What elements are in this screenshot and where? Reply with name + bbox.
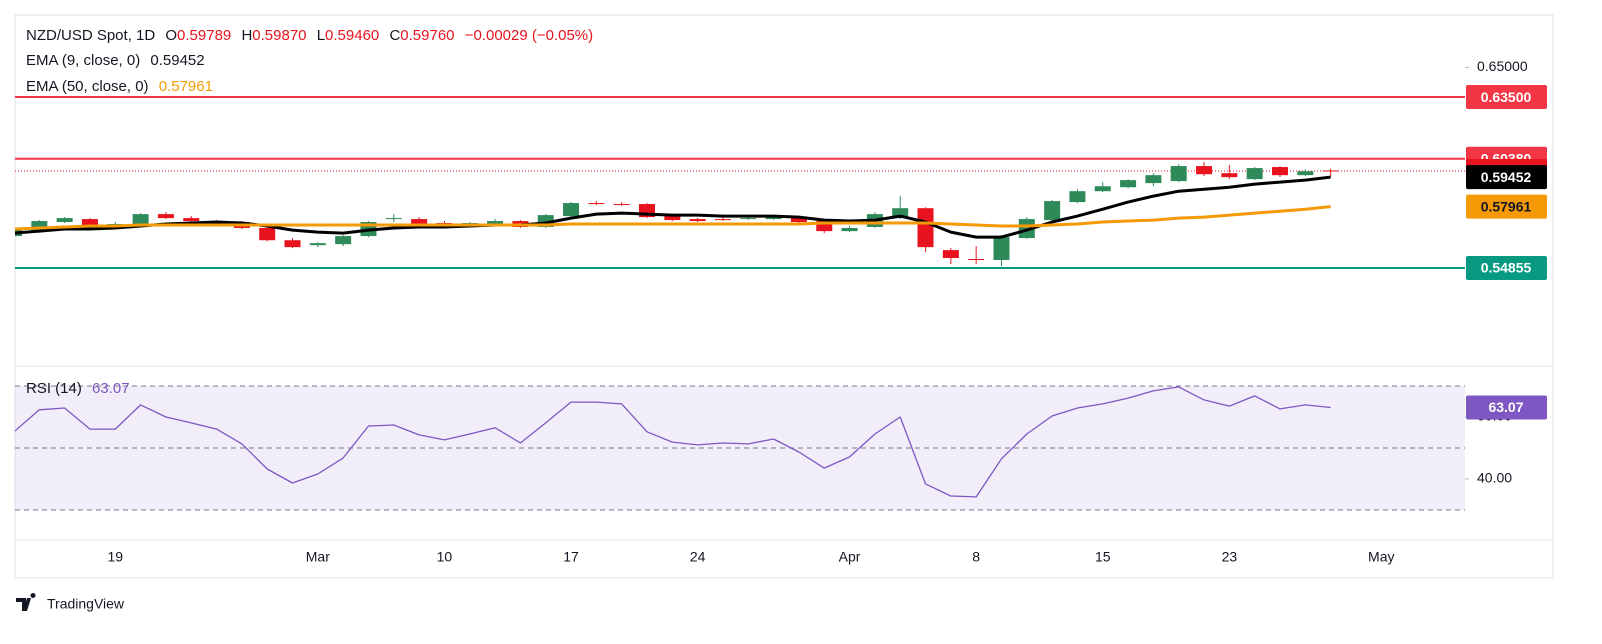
- candle-body: [537, 215, 554, 227]
- candle-body: [892, 208, 909, 219]
- ohlc-value: 0.59789: [177, 27, 232, 44]
- candle-body: [411, 219, 428, 225]
- rsi-label: 63.07: [1488, 399, 1523, 415]
- x-tick-label: Apr: [839, 549, 861, 565]
- candle-body: [841, 227, 858, 232]
- x-tick-label: 24: [690, 549, 706, 565]
- ema-line: [15, 175, 1331, 239]
- price-label-box: [1466, 85, 1547, 110]
- candle-body: [31, 221, 48, 232]
- chart-frame: [14, 14, 1554, 579]
- candle-body: [259, 227, 276, 241]
- rsi-line: [15, 386, 1331, 498]
- price-label: 0.54855: [1481, 260, 1532, 276]
- symbol-legend: NZD/USD Spot, 1D O0.59789 H0.59870 L0.59…: [26, 27, 599, 44]
- candle-body: [1069, 191, 1086, 203]
- candle-body: [765, 217, 782, 220]
- candle-body: [1297, 171, 1314, 176]
- price-label: 0.57961: [1481, 198, 1532, 214]
- candle-body: [1322, 170, 1339, 172]
- price-label: 0.59452: [1481, 169, 1532, 185]
- candle-body: [689, 219, 706, 222]
- candle-body: [1120, 180, 1137, 188]
- candle-body: [487, 221, 504, 225]
- x-tick-label: Mar: [306, 549, 330, 565]
- ohlc-key: H: [241, 27, 253, 44]
- x-tick-label: 8: [972, 549, 980, 565]
- ema9-legend: EMA (9, close, 0) 0.59452: [26, 52, 211, 69]
- rsi-legend: RSI (14) 63.07: [26, 380, 136, 397]
- ohlc-key: O: [165, 27, 178, 44]
- candle-body: [1094, 186, 1111, 192]
- candle-body: [613, 204, 630, 206]
- candle-body: [1221, 173, 1238, 178]
- price-label-box: [1466, 165, 1547, 190]
- rsi-name: RSI (14): [26, 380, 82, 397]
- change: −0.00029 (−0.05%): [464, 27, 594, 44]
- ohlc-value: 0.59460: [325, 27, 380, 44]
- x-tick-label: 15: [1095, 549, 1111, 565]
- candle-body: [1044, 201, 1061, 221]
- candle-body: [1246, 168, 1263, 180]
- ema-line: [15, 205, 1331, 231]
- ema-name: EMA (9, close, 0): [26, 52, 141, 69]
- candle-body: [1145, 175, 1162, 184]
- candle-body: [942, 250, 959, 259]
- ema-name: EMA (50, close, 0): [26, 78, 149, 95]
- x-tick-label: 23: [1222, 549, 1238, 565]
- candle-body: [816, 221, 833, 232]
- x-tick-label: 10: [437, 549, 453, 565]
- y-tick-label: 40.00: [1477, 470, 1512, 486]
- candle-body: [588, 203, 605, 205]
- candle-body: [563, 203, 580, 217]
- candle-body: [1196, 166, 1213, 175]
- candle-body: [917, 208, 934, 248]
- candle-body: [157, 214, 174, 219]
- rsi-label-box: [1466, 395, 1547, 420]
- price-label-box: [1466, 194, 1547, 219]
- candle-body: [132, 214, 149, 225]
- tradingview-logo: TradingView: [16, 592, 125, 612]
- candle-body: [1272, 167, 1288, 176]
- rsi-value: 63.07: [92, 380, 130, 397]
- candle-body: [664, 216, 681, 221]
- logo-text: TradingView: [47, 596, 125, 612]
- ohlc-key: C: [389, 27, 401, 44]
- ohlc-key: L: [316, 27, 326, 44]
- candle-body: [968, 259, 985, 261]
- candle-body: [1170, 166, 1187, 182]
- ema-value: 0.57961: [158, 78, 213, 95]
- ema-value: 0.59452: [150, 52, 205, 69]
- logo-mark: [16, 592, 36, 611]
- axes: 40.0060.0063.070.650000.635000.603800.59…: [107, 58, 1547, 565]
- price-label: 0.63500: [1481, 89, 1532, 105]
- price-label-box: [1466, 256, 1547, 281]
- candle-body: [740, 218, 757, 220]
- ohlc-value: 0.59760: [400, 27, 455, 44]
- symbol: NZD/USD Spot, 1D: [26, 27, 156, 44]
- candle-body: [385, 218, 402, 220]
- candle-body: [309, 243, 326, 246]
- ohlc-value: 0.59870: [252, 27, 307, 44]
- y-tick-label: 0.65000: [1477, 58, 1528, 74]
- x-tick-label: May: [1368, 549, 1394, 565]
- x-tick-label: 17: [563, 549, 579, 565]
- candle-body: [335, 236, 352, 245]
- candle-body: [56, 218, 73, 223]
- plot-area: [15, 96, 1465, 511]
- ema50-legend: EMA (50, close, 0) 0.57961: [26, 78, 219, 95]
- candle-body: [183, 218, 200, 222]
- candle-body: [790, 218, 807, 223]
- candle-body: [284, 240, 301, 248]
- candle-body: [81, 219, 98, 226]
- candle-body: [714, 219, 731, 221]
- candle-body: [993, 237, 1010, 260]
- x-tick-label: 19: [107, 549, 123, 565]
